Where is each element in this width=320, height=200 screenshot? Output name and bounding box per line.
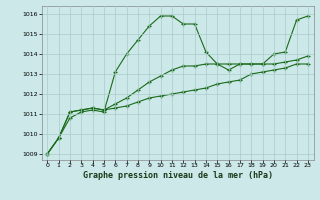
X-axis label: Graphe pression niveau de la mer (hPa): Graphe pression niveau de la mer (hPa) [83,171,273,180]
